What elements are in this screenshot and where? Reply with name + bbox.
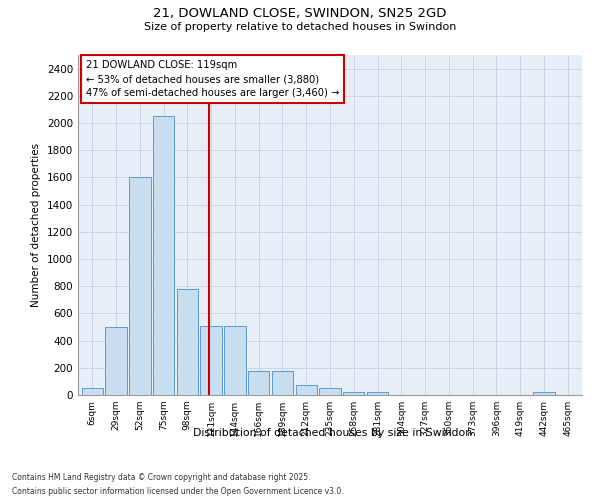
Bar [319, 388, 341, 395]
Bar [367, 392, 388, 395]
Text: 21 DOWLAND CLOSE: 119sqm
← 53% of detached houses are smaller (3,880)
47% of sem: 21 DOWLAND CLOSE: 119sqm ← 53% of detach… [86, 60, 339, 98]
Bar [129, 178, 151, 395]
Y-axis label: Number of detached properties: Number of detached properties [31, 143, 41, 307]
Bar [296, 385, 317, 395]
Text: Contains HM Land Registry data © Crown copyright and database right 2025.: Contains HM Land Registry data © Crown c… [12, 472, 311, 482]
Bar [248, 371, 269, 395]
Text: 21, DOWLAND CLOSE, SWINDON, SN25 2GD: 21, DOWLAND CLOSE, SWINDON, SN25 2GD [154, 8, 446, 20]
Bar [272, 371, 293, 395]
Bar [224, 326, 245, 395]
Text: Contains public sector information licensed under the Open Government Licence v3: Contains public sector information licen… [12, 488, 344, 496]
Text: Size of property relative to detached houses in Swindon: Size of property relative to detached ho… [144, 22, 456, 32]
Bar [106, 327, 127, 395]
Text: Distribution of detached houses by size in Swindon: Distribution of detached houses by size … [193, 428, 473, 438]
Bar [176, 289, 198, 395]
Bar [153, 116, 174, 395]
Bar [533, 392, 554, 395]
Bar [200, 326, 222, 395]
Bar [82, 388, 103, 395]
Bar [343, 392, 364, 395]
